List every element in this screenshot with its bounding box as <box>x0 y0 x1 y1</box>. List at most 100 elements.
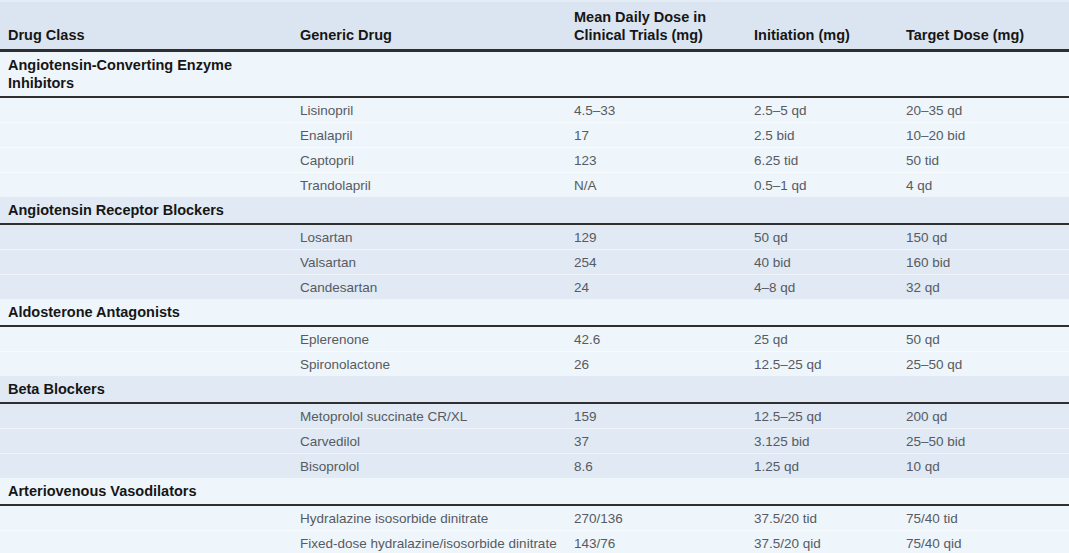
target-dose-cell: 10–20 bid <box>898 123 1069 148</box>
empty-cell <box>0 454 292 479</box>
empty-cell <box>0 275 292 300</box>
mean-daily-dose-cell: 4.5–33 <box>566 97 746 123</box>
table-row: Losartan12950 qd150 qd <box>0 224 1069 250</box>
section-header-row: Beta Blockers <box>0 376 1069 403</box>
empty-cell <box>0 250 292 275</box>
drug-class-label: Arteriovenous Vasodilators <box>8 482 296 500</box>
empty-cell <box>0 123 292 148</box>
initiation-cell: 3.125 bid <box>746 429 898 454</box>
col-header-initiation: Initiation (mg) <box>746 1 898 51</box>
initiation-cell: 4–8 qd <box>746 275 898 300</box>
table-row: Candesartan244–8 qd32 qd <box>0 275 1069 300</box>
initiation-cell: 12.5–25 qd <box>746 403 898 429</box>
generic-drug-cell: Metoprolol succinate CR/XL <box>292 403 566 429</box>
generic-drug-cell: Bisoprolol <box>292 454 566 479</box>
table-row: Carvedilol373.125 bid25–50 bid <box>0 429 1069 454</box>
mean-daily-dose-cell: 26 <box>566 352 746 377</box>
generic-drug-cell: Candesartan <box>292 275 566 300</box>
section-header-row: Angiotensin-Converting Enzyme Inhibitors <box>0 51 1069 98</box>
table-header: Drug Class Generic Drug Mean Daily Dose … <box>0 1 1069 51</box>
target-dose-cell: 160 bid <box>898 250 1069 275</box>
target-dose-cell: 20–35 qd <box>898 97 1069 123</box>
empty-cell <box>0 148 292 173</box>
initiation-cell: 12.5–25 qd <box>746 352 898 377</box>
empty-cell <box>0 173 292 198</box>
mean-daily-dose-cell: 159 <box>566 403 746 429</box>
table-row: Lisinopril4.5–332.5–5 qd20–35 qd <box>0 97 1069 123</box>
empty-cell <box>0 97 292 123</box>
initiation-cell: 1.25 qd <box>746 454 898 479</box>
table-row: Captopril1236.25 tid50 tid <box>0 148 1069 173</box>
initiation-cell: 37.5/20 tid <box>746 505 898 531</box>
target-dose-cell: 10 qd <box>898 454 1069 479</box>
col-header-mean-daily-dose: Mean Daily Dose in Clinical Trials (mg) <box>566 1 746 51</box>
empty-cell <box>0 326 292 352</box>
target-dose-cell: 150 qd <box>898 224 1069 250</box>
generic-drug-cell: Spironolactone <box>292 352 566 377</box>
mean-daily-dose-cell: 37 <box>566 429 746 454</box>
initiation-cell: 50 qd <box>746 224 898 250</box>
initiation-cell: 6.25 tid <box>746 148 898 173</box>
table-row: Spironolactone2612.5–25 qd25–50 qd <box>0 352 1069 377</box>
initiation-cell: 2.5 bid <box>746 123 898 148</box>
mean-daily-dose-cell: 129 <box>566 224 746 250</box>
target-dose-cell: 50 tid <box>898 148 1069 173</box>
empty-cell <box>0 531 292 553</box>
generic-drug-cell: Lisinopril <box>292 97 566 123</box>
empty-cell <box>0 403 292 429</box>
drug-class-label: Beta Blockers <box>8 380 296 398</box>
generic-drug-cell: Eplerenone <box>292 326 566 352</box>
target-dose-cell: 25–50 qd <box>898 352 1069 377</box>
table-row: Enalapril172.5 bid10–20 bid <box>0 123 1069 148</box>
mean-daily-dose-cell: 17 <box>566 123 746 148</box>
col-header-drug-class: Drug Class <box>0 1 292 51</box>
empty-cell <box>0 352 292 377</box>
target-dose-cell: 25–50 bid <box>898 429 1069 454</box>
target-dose-cell: 32 qd <box>898 275 1069 300</box>
table-row: Fixed-dose hydralazine/isosorbide dinitr… <box>0 531 1069 553</box>
table-header-row: Drug Class Generic Drug Mean Daily Dose … <box>0 1 1069 51</box>
drug-class-label: Angiotensin Receptor Blockers <box>8 201 296 219</box>
generic-drug-cell: Carvedilol <box>292 429 566 454</box>
generic-drug-cell: Valsartan <box>292 250 566 275</box>
section-header-row: Arteriovenous Vasodilators <box>0 478 1069 505</box>
initiation-cell: 40 bid <box>746 250 898 275</box>
mean-daily-dose-cell: 143/76 <box>566 531 746 553</box>
section-header-cell: Beta Blockers <box>0 376 1069 403</box>
table-row: Metoprolol succinate CR/XL15912.5–25 qd2… <box>0 403 1069 429</box>
section-header-row: Angiotensin Receptor Blockers <box>0 197 1069 224</box>
section-header-cell: Angiotensin-Converting Enzyme Inhibitors <box>0 51 1069 98</box>
initiation-cell: 0.5–1 qd <box>746 173 898 198</box>
section-header-cell: Aldosterone Antagonists <box>0 299 1069 326</box>
col-header-generic-drug: Generic Drug <box>292 1 566 51</box>
generic-drug-cell: Captopril <box>292 148 566 173</box>
mean-daily-dose-cell: 42.6 <box>566 326 746 352</box>
generic-drug-cell: Fixed-dose hydralazine/isosorbide dinitr… <box>292 531 566 553</box>
mean-daily-dose-cell: 8.6 <box>566 454 746 479</box>
table-row: Valsartan25440 bid160 bid <box>0 250 1069 275</box>
drug-dose-table: Drug Class Generic Drug Mean Daily Dose … <box>0 0 1069 553</box>
drug-class-label: Angiotensin-Converting Enzyme Inhibitors <box>8 56 296 92</box>
drug-class-label: Aldosterone Antagonists <box>8 303 296 321</box>
initiation-cell: 2.5–5 qd <box>746 97 898 123</box>
table-row: TrandolaprilN/A0.5–1 qd4 qd <box>0 173 1069 198</box>
initiation-cell: 37.5/20 qid <box>746 531 898 553</box>
mean-daily-dose-cell: 123 <box>566 148 746 173</box>
table-row: Bisoprolol8.61.25 qd10 qd <box>0 454 1069 479</box>
target-dose-cell: 200 qd <box>898 403 1069 429</box>
generic-drug-cell: Trandolapril <box>292 173 566 198</box>
table-body: Angiotensin-Converting Enzyme Inhibitors… <box>0 51 1069 553</box>
mean-daily-dose-cell: 270/136 <box>566 505 746 531</box>
mean-daily-dose-cell: N/A <box>566 173 746 198</box>
mean-daily-dose-cell: 24 <box>566 275 746 300</box>
empty-cell <box>0 505 292 531</box>
section-header-cell: Angiotensin Receptor Blockers <box>0 197 1069 224</box>
drug-dose-table-page: Drug Class Generic Drug Mean Daily Dose … <box>0 0 1069 553</box>
section-header-row: Aldosterone Antagonists <box>0 299 1069 326</box>
generic-drug-cell: Enalapril <box>292 123 566 148</box>
initiation-cell: 25 qd <box>746 326 898 352</box>
mean-daily-dose-cell: 254 <box>566 250 746 275</box>
generic-drug-cell: Losartan <box>292 224 566 250</box>
col-header-target-dose: Target Dose (mg) <box>898 1 1069 51</box>
table-row: Eplerenone42.625 qd50 qd <box>0 326 1069 352</box>
